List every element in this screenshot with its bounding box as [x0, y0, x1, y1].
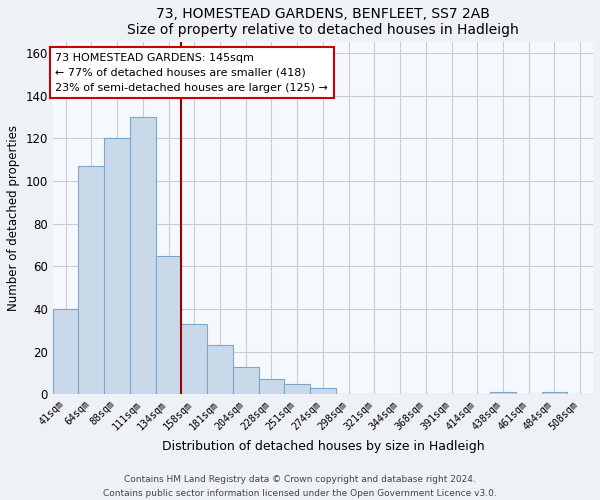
Bar: [181, 324, 207, 394]
Bar: [259, 380, 284, 394]
Bar: [53, 309, 79, 394]
Bar: [155, 256, 181, 394]
Text: 73 HOMESTEAD GARDENS: 145sqm
← 77% of detached houses are smaller (418)
23% of s: 73 HOMESTEAD GARDENS: 145sqm ← 77% of de…: [55, 53, 328, 92]
Bar: [104, 138, 130, 394]
Bar: [79, 166, 104, 394]
Bar: [310, 388, 336, 394]
Y-axis label: Number of detached properties: Number of detached properties: [7, 126, 20, 312]
Text: Contains HM Land Registry data © Crown copyright and database right 2024.
Contai: Contains HM Land Registry data © Crown c…: [103, 476, 497, 498]
X-axis label: Distribution of detached houses by size in Hadleigh: Distribution of detached houses by size …: [161, 440, 484, 453]
Bar: [130, 117, 155, 394]
Bar: [542, 392, 568, 394]
Bar: [490, 392, 516, 394]
Bar: [207, 346, 233, 395]
Bar: [233, 366, 259, 394]
Title: 73, HOMESTEAD GARDENS, BENFLEET, SS7 2AB
Size of property relative to detached h: 73, HOMESTEAD GARDENS, BENFLEET, SS7 2AB…: [127, 7, 519, 37]
Bar: [284, 384, 310, 394]
